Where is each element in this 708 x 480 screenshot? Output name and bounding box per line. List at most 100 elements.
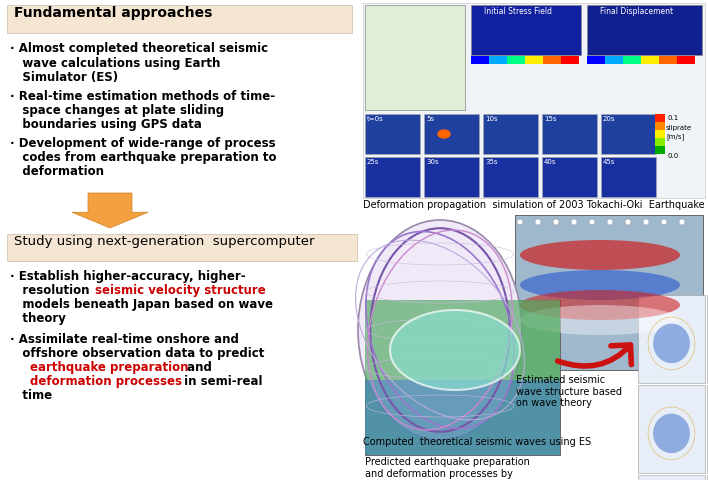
Bar xyxy=(655,146,665,154)
Text: 15s: 15s xyxy=(544,116,556,122)
Text: wave calculations using Earth: wave calculations using Earth xyxy=(10,57,220,70)
Text: 10s: 10s xyxy=(485,116,498,122)
Text: Deformation propagation  simulation of 2003 Tokachi-Oki  Earthquake: Deformation propagation simulation of 20… xyxy=(363,200,704,210)
Bar xyxy=(638,475,705,480)
Bar xyxy=(542,157,597,197)
Text: Study using next-generation  supercomputer: Study using next-generation supercompute… xyxy=(14,235,314,248)
Text: · Real-time estimation methods of time-: · Real-time estimation methods of time- xyxy=(10,90,275,103)
Ellipse shape xyxy=(589,219,595,225)
Text: 40s: 40s xyxy=(544,159,556,165)
Bar xyxy=(7,234,357,261)
Bar xyxy=(707,475,708,480)
Text: Fundamental approaches: Fundamental approaches xyxy=(14,6,212,20)
Bar xyxy=(641,56,659,64)
Ellipse shape xyxy=(520,305,680,335)
Bar xyxy=(707,385,708,473)
Bar xyxy=(471,5,581,55)
Text: · Development of wide-range of process: · Development of wide-range of process xyxy=(10,137,275,150)
Bar xyxy=(471,56,489,64)
Ellipse shape xyxy=(553,219,559,225)
Ellipse shape xyxy=(653,324,690,363)
Ellipse shape xyxy=(520,270,680,300)
Bar xyxy=(365,380,560,455)
Bar xyxy=(489,56,507,64)
Text: and: and xyxy=(183,361,212,374)
Bar xyxy=(424,114,479,154)
Bar xyxy=(365,300,560,380)
Bar xyxy=(483,114,538,154)
Text: · Assimilate real-time onshore and: · Assimilate real-time onshore and xyxy=(10,333,239,346)
Bar xyxy=(605,56,623,64)
Ellipse shape xyxy=(520,240,680,270)
Bar xyxy=(638,385,705,473)
Bar xyxy=(363,3,705,198)
Text: space changes at plate sliding: space changes at plate sliding xyxy=(10,104,224,117)
Ellipse shape xyxy=(438,130,450,138)
Text: 0.0: 0.0 xyxy=(667,153,678,159)
Bar xyxy=(638,295,705,383)
Text: deformation: deformation xyxy=(10,165,104,178)
Bar xyxy=(365,5,465,110)
Ellipse shape xyxy=(390,310,520,390)
Text: 0.1: 0.1 xyxy=(667,115,678,121)
Bar xyxy=(587,5,702,55)
Bar xyxy=(365,157,420,197)
Bar xyxy=(424,157,479,197)
Text: models beneath Japan based on wave: models beneath Japan based on wave xyxy=(10,298,273,311)
Bar xyxy=(659,56,677,64)
Bar xyxy=(7,5,352,33)
Ellipse shape xyxy=(607,219,613,225)
Ellipse shape xyxy=(535,219,541,225)
Text: · Almost completed theoretical seismic: · Almost completed theoretical seismic xyxy=(10,42,268,55)
Text: earthquake preparation: earthquake preparation xyxy=(30,361,188,374)
Bar xyxy=(707,295,708,383)
Text: time: time xyxy=(10,389,52,402)
Bar xyxy=(525,56,543,64)
Bar xyxy=(655,138,665,146)
Text: seismic velocity structure: seismic velocity structure xyxy=(95,284,266,297)
Bar xyxy=(543,56,561,64)
Bar xyxy=(507,56,525,64)
Text: t=0s: t=0s xyxy=(367,116,384,122)
Text: boundaries using GPS data: boundaries using GPS data xyxy=(10,118,202,131)
Text: 35s: 35s xyxy=(485,159,498,165)
Bar xyxy=(655,114,665,122)
Text: offshore observation data to predict: offshore observation data to predict xyxy=(10,347,264,360)
Bar xyxy=(601,114,656,154)
Bar xyxy=(655,130,665,138)
Text: 45s: 45s xyxy=(603,159,615,165)
Ellipse shape xyxy=(520,290,680,320)
FancyArrowPatch shape xyxy=(558,345,632,366)
Bar xyxy=(601,157,656,197)
Bar xyxy=(483,157,538,197)
Text: Computed  theoretical seismic waves using ES: Computed theoretical seismic waves using… xyxy=(363,437,591,447)
Text: deformation processes: deformation processes xyxy=(30,375,182,388)
Bar xyxy=(677,56,695,64)
Text: 30s: 30s xyxy=(426,159,439,165)
Ellipse shape xyxy=(571,219,577,225)
Ellipse shape xyxy=(517,219,523,225)
Polygon shape xyxy=(72,193,148,228)
Bar xyxy=(365,114,420,154)
Text: codes from earthquake preparation to: codes from earthquake preparation to xyxy=(10,151,277,164)
Bar xyxy=(655,122,665,130)
Ellipse shape xyxy=(679,219,685,225)
Ellipse shape xyxy=(358,220,522,440)
Text: Final Displacement: Final Displacement xyxy=(600,7,673,16)
Bar xyxy=(587,56,605,64)
Text: · Establish higher-accuracy, higher-: · Establish higher-accuracy, higher- xyxy=(10,270,246,283)
Text: Estimated seismic
wave structure based
on wave theory: Estimated seismic wave structure based o… xyxy=(516,375,622,408)
Ellipse shape xyxy=(653,414,690,453)
Text: Predicted earthquake preparation
and deformation processes by
assimilating obser: Predicted earthquake preparation and def… xyxy=(365,457,530,480)
Text: 25s: 25s xyxy=(367,159,379,165)
Text: in semi-real: in semi-real xyxy=(180,375,263,388)
Ellipse shape xyxy=(661,219,667,225)
Bar xyxy=(561,56,579,64)
Text: Simulator (ES): Simulator (ES) xyxy=(10,71,118,84)
Bar xyxy=(365,300,560,455)
Text: theory: theory xyxy=(10,312,66,325)
Text: [m/s]: [m/s] xyxy=(666,133,684,140)
Text: sliprate: sliprate xyxy=(666,125,692,131)
Text: 5s: 5s xyxy=(426,116,434,122)
Ellipse shape xyxy=(625,219,631,225)
